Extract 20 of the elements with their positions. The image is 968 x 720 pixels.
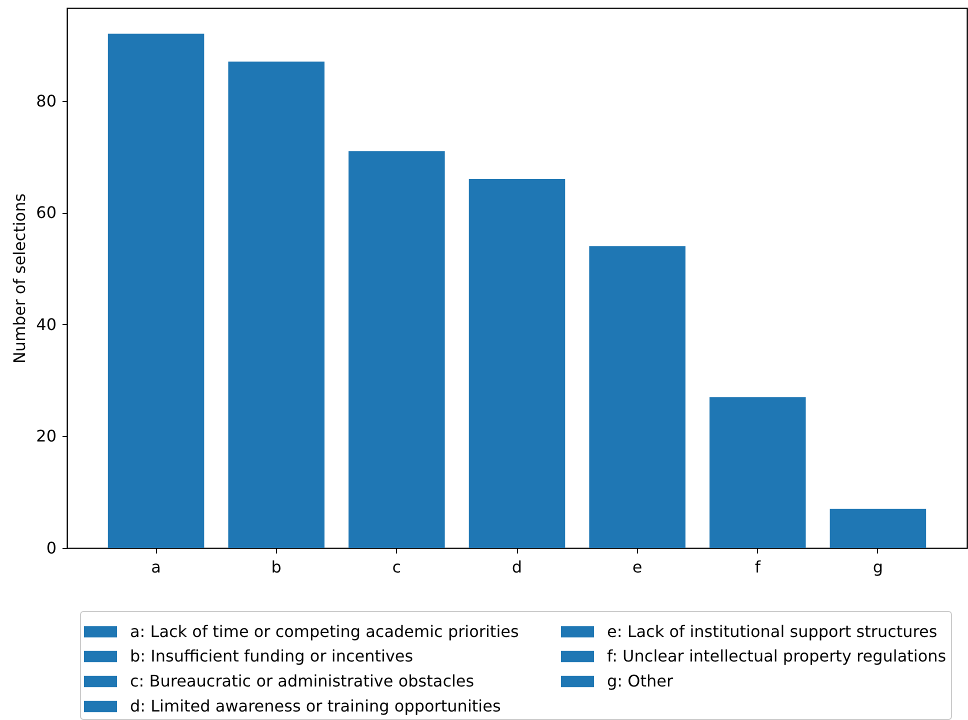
legend-label: d: Limited awareness or training opportunities: [130, 696, 501, 716]
x-tick-label: d: [512, 558, 522, 576]
legend-label: f: Unclear intellectual property regulations: [607, 646, 946, 666]
x-tick-label: e: [632, 558, 642, 576]
x-tick-label: b: [271, 558, 282, 576]
y-axis-title: Number of selections: [10, 193, 30, 364]
x-tick-label: c: [392, 558, 402, 576]
y-tick-label: 40: [36, 314, 56, 334]
y-tick-label: 80: [36, 91, 56, 110]
legend-label: c: Bureaucratic or administrative obstacles: [130, 672, 474, 690]
x-tick-label: f: [754, 558, 761, 576]
y-tick-label: 60: [36, 203, 56, 222]
y-tick-label: 0: [46, 538, 56, 558]
x-tick-label: a: [151, 558, 161, 576]
y-tick-label: 20: [36, 426, 56, 446]
legend-label: a: Lack of time or competing academic priorities: [130, 622, 519, 641]
legend-label: b: Insufficient funding or incentives: [130, 646, 414, 666]
x-tick-label: g: [872, 558, 884, 576]
legend-label: e: Lack of institutional support structures: [607, 622, 938, 641]
legend-label: g: Other: [607, 672, 674, 690]
